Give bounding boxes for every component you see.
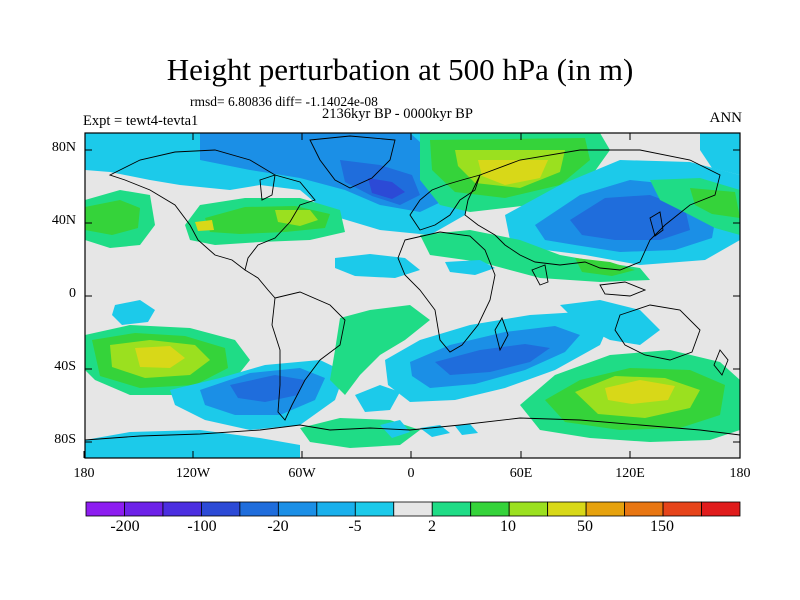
colorbar-label: 50: [577, 518, 593, 535]
colorbar-cell: [701, 501, 741, 517]
colorbar-cell: [585, 501, 625, 517]
x-tick-label: 60E: [509, 466, 533, 481]
coastline: [271, 291, 346, 421]
coastline: [85, 417, 740, 441]
colorbar-label: -5: [348, 518, 362, 535]
coastline: [397, 231, 496, 353]
colorbar-cell: [624, 501, 664, 517]
colorbar-cell: [547, 501, 587, 517]
contour-region: [700, 133, 740, 175]
colorbar-cell: [393, 501, 433, 517]
contour-region: [455, 424, 478, 435]
contour-region: [355, 385, 400, 412]
coastline: [259, 174, 276, 201]
contour-region: [690, 188, 740, 218]
period-text: 2136kyr BP - 0000kyr BP: [322, 106, 473, 122]
colorbar-label: 10: [500, 518, 516, 535]
coastline: [108, 149, 316, 271]
contour-region: [368, 178, 405, 199]
colorbar-label: -20: [267, 518, 289, 535]
colorbar-cell: [277, 501, 318, 517]
contour-region: [605, 380, 675, 404]
x-tick-label: 60W: [288, 466, 316, 481]
coastline: [713, 349, 729, 376]
x-ticks: [83, 133, 741, 458]
coastline: [409, 174, 481, 231]
contour-region: [275, 210, 318, 226]
colorbar-cell: [508, 501, 549, 517]
coastline: [464, 149, 721, 271]
y-tick-label: 40S: [54, 359, 76, 374]
colorbar-label: -100: [187, 518, 217, 535]
colorbar-label: -200: [110, 518, 140, 535]
contour-region: [570, 195, 690, 240]
y-tick-label: 80N: [51, 140, 76, 155]
contour-region: [330, 305, 430, 395]
colorbar-cell: [201, 501, 241, 517]
contour-region: [112, 300, 155, 325]
contour-region: [575, 258, 635, 276]
coastline: [531, 264, 549, 286]
y-tick-label: 40N: [51, 213, 76, 228]
colorbar-cell: [354, 501, 395, 517]
colorbar-cell: [239, 501, 279, 517]
contour-region: [85, 430, 300, 458]
colorbar-cell: [162, 501, 202, 517]
coastlines: [85, 135, 740, 441]
colorbar-cell: [316, 501, 356, 517]
x-tick-label: 120W: [175, 466, 211, 481]
colorbar-cell: [470, 501, 510, 517]
contour-region: [135, 346, 185, 368]
coastline: [309, 135, 396, 189]
colorbar-label: 150: [650, 518, 674, 535]
colorbar: [85, 501, 741, 517]
coastline: [494, 316, 509, 352]
x-tick-label: 180: [73, 466, 95, 481]
x-tick-label: 120E: [615, 466, 645, 481]
contour-field: [85, 133, 740, 458]
contour-region: [85, 133, 130, 150]
coastline: [599, 281, 647, 297]
coastline: [614, 304, 701, 361]
colorbar-cell: [85, 501, 125, 517]
experiment-label: Expt = tewt4-tevta1: [83, 113, 199, 129]
x-tick-label: 0: [407, 466, 415, 481]
contour-region: [560, 300, 660, 345]
stats-text: rmsd= 6.80836 diff= -1.14024e-08: [190, 94, 378, 109]
y-ticks: [85, 149, 740, 443]
y-tick-label: 80S: [54, 432, 76, 447]
coastline: [244, 269, 276, 299]
coastline: [649, 211, 664, 237]
contour-region: [445, 260, 495, 275]
season-label: ANN: [709, 110, 743, 126]
contour-region: [435, 344, 550, 375]
plot-title: Height perturbation at 500 hPa (in m): [166, 52, 634, 87]
x-tick-label: 180: [729, 466, 751, 481]
colorbar-cell: [662, 501, 702, 517]
colorbar-cell: [124, 501, 164, 517]
colorbar-cell: [431, 501, 472, 517]
contour-region: [85, 200, 140, 235]
y-tick-label: 0: [69, 286, 76, 301]
contour-region: [195, 220, 214, 231]
colorbar-label: 2: [428, 518, 436, 535]
contour-region: [478, 160, 548, 185]
contour-region: [230, 375, 305, 402]
